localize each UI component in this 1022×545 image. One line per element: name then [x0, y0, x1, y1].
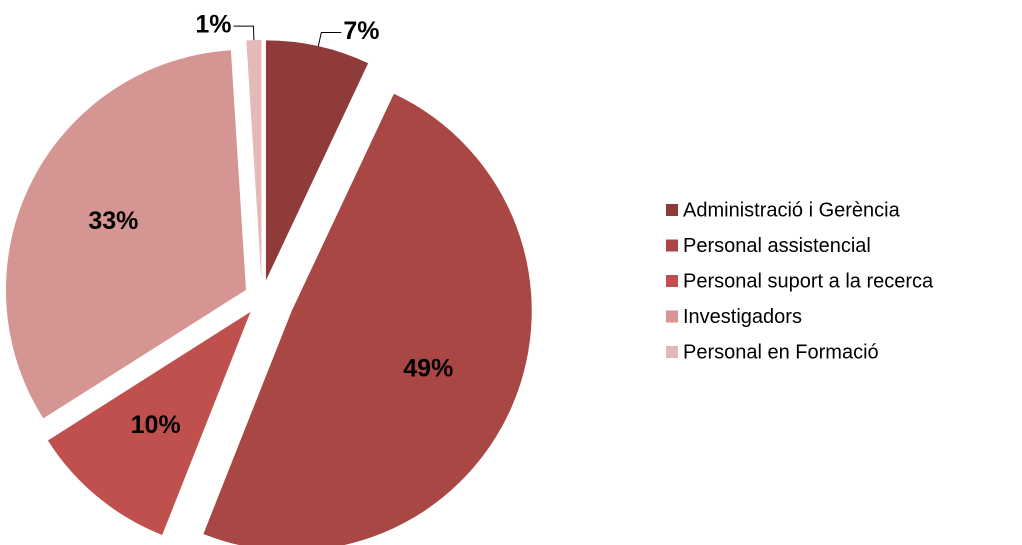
legend-swatch — [666, 346, 678, 358]
legend-swatch — [666, 310, 678, 323]
pie-slice — [203, 93, 532, 545]
pie-slice — [265, 40, 369, 281]
leader-line — [317, 32, 342, 47]
data-label: 7% — [343, 17, 379, 45]
data-label: 10% — [131, 411, 181, 439]
legend-label: Administració i Gerència — [683, 199, 901, 221]
data-label: 1% — [195, 11, 231, 39]
leader-line — [233, 25, 255, 41]
data-label: 33% — [88, 207, 138, 235]
pie-slice — [246, 40, 262, 281]
legend-swatch — [666, 239, 678, 252]
legend-label: Personal suport a la recerca — [683, 270, 934, 292]
legend-label: Personal en Formació — [683, 341, 879, 363]
pie-slice — [5, 50, 246, 419]
legend-swatch — [666, 204, 678, 216]
legend-swatch — [666, 275, 678, 287]
pie-slice — [47, 311, 251, 536]
legend-label: Personal assistencial — [683, 235, 871, 257]
legend-label: Investigadors — [683, 306, 802, 328]
data-label: 49% — [403, 355, 453, 383]
